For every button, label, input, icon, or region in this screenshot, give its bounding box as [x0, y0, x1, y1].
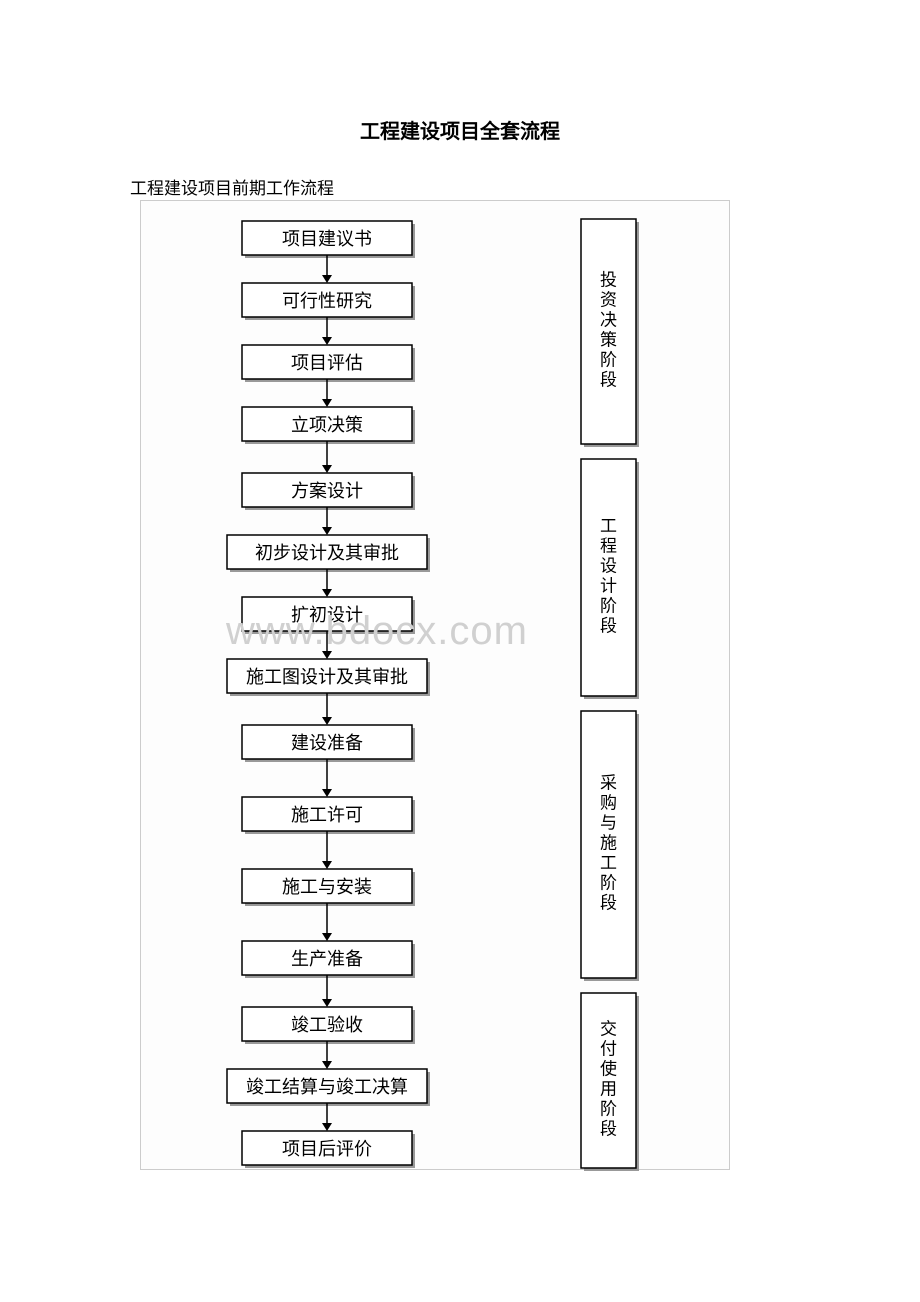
flow-node-label: 项目后评价 — [282, 1139, 372, 1159]
flow-arrowhead-icon — [322, 527, 332, 535]
flow-arrowhead-icon — [322, 465, 332, 473]
phase-label-char: 用 — [600, 1080, 617, 1099]
flow-node-label: 扩初设计 — [291, 605, 363, 625]
phase-label-char: 使 — [600, 1059, 617, 1079]
flow-node-label: 初步设计及其审批 — [255, 543, 399, 563]
phase-label-char: 资 — [600, 291, 617, 310]
flow-node-label: 施工与安装 — [282, 877, 372, 897]
phase-label-char: 段 — [600, 617, 617, 636]
phase-label-char: 阶 — [600, 874, 617, 893]
flow-node-label: 施工许可 — [291, 805, 363, 825]
phase-label-char: 决 — [600, 311, 617, 330]
flowchart-container: www.bdocx.com 项目建议书可行性研究项目评估立项决策方案设计初步设计… — [140, 200, 730, 1170]
flow-node-label: 可行性研究 — [282, 291, 372, 311]
flow-arrowhead-icon — [322, 589, 332, 597]
flow-node-label: 项目评估 — [291, 353, 363, 373]
flow-arrowhead-icon — [322, 1061, 332, 1069]
phase-label-char: 交 — [600, 1020, 617, 1039]
phase-label-char: 计 — [600, 577, 617, 596]
phase-label-char: 段 — [600, 371, 617, 390]
phase-label-char: 购 — [600, 794, 617, 813]
phase-label-char: 策 — [600, 331, 617, 350]
flow-node-label: 施工图设计及其审批 — [246, 667, 408, 687]
phase-label-char: 设 — [600, 557, 617, 576]
flow-arrowhead-icon — [322, 933, 332, 941]
flow-arrowhead-icon — [322, 651, 332, 659]
phase-label-char: 阶 — [600, 597, 617, 616]
flow-arrowhead-icon — [322, 999, 332, 1007]
phase-label-char: 阶 — [600, 1100, 617, 1119]
page-subtitle: 工程建设项目前期工作流程 — [0, 144, 920, 199]
flow-arrowhead-icon — [322, 399, 332, 407]
flow-arrowhead-icon — [322, 1123, 332, 1131]
phase-label-char: 与 — [600, 814, 617, 833]
phase-label-char: 付 — [600, 1040, 617, 1059]
flow-node-label: 竣工结算与竣工决算 — [246, 1077, 408, 1097]
phase-label-char: 段 — [600, 1120, 617, 1139]
phase-label-char: 阶 — [600, 351, 617, 370]
flowchart-svg: 项目建议书可行性研究项目评估立项决策方案设计初步设计及其审批扩初设计施工图设计及… — [141, 201, 731, 1171]
flow-arrowhead-icon — [322, 717, 332, 725]
flow-node-label: 立项决策 — [291, 415, 363, 435]
flow-arrowhead-icon — [322, 275, 332, 283]
flow-node-label: 建设准备 — [291, 733, 363, 753]
flow-arrowhead-icon — [322, 861, 332, 869]
phase-label-char: 段 — [600, 894, 617, 913]
flow-arrowhead-icon — [322, 337, 332, 345]
phase-label-char: 施 — [600, 834, 617, 853]
flow-arrowhead-icon — [322, 789, 332, 797]
phase-label-char: 采 — [600, 774, 617, 793]
flow-node-label: 项目建议书 — [282, 229, 372, 249]
phase-label-char: 投 — [600, 271, 617, 290]
page-title: 工程建设项目全套流程 — [0, 0, 920, 144]
flow-node-label: 竣工验收 — [291, 1015, 363, 1035]
flow-node-label: 生产准备 — [291, 949, 363, 969]
phase-label-char: 程 — [600, 537, 617, 556]
flow-node-label: 方案设计 — [291, 481, 363, 501]
phase-label-char: 工 — [600, 517, 617, 536]
phase-label-char: 工 — [600, 854, 617, 873]
